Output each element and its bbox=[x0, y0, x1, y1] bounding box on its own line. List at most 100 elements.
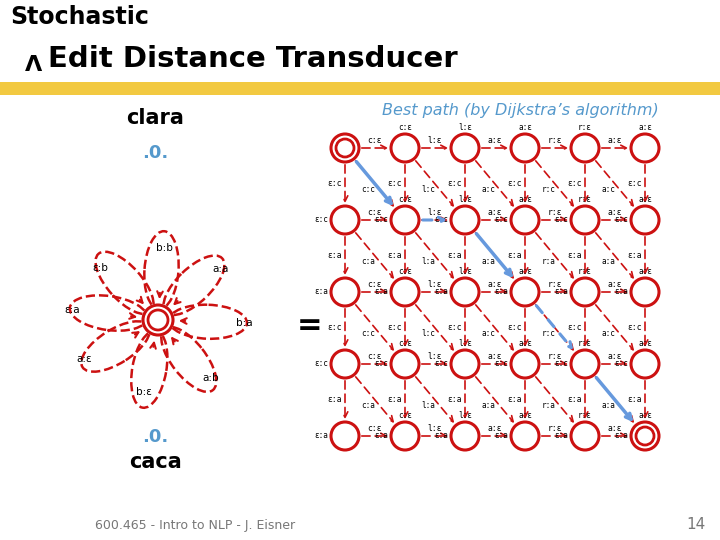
Text: c:c: c:c bbox=[361, 185, 375, 194]
Text: ε:c: ε:c bbox=[508, 179, 522, 188]
Text: c:ε: c:ε bbox=[398, 339, 412, 348]
Circle shape bbox=[331, 350, 359, 378]
Text: ε:c: ε:c bbox=[434, 360, 448, 368]
Text: r:ε: r:ε bbox=[578, 267, 592, 276]
Text: r:ε: r:ε bbox=[548, 208, 562, 217]
Text: a:c: a:c bbox=[601, 329, 615, 338]
Text: Best path (by Dijkstra’s algorithm): Best path (by Dijkstra’s algorithm) bbox=[382, 103, 658, 118]
Text: ε:c: ε:c bbox=[447, 323, 462, 333]
Circle shape bbox=[511, 278, 539, 306]
Circle shape bbox=[391, 350, 419, 378]
Circle shape bbox=[331, 134, 359, 162]
Text: a:ε: a:ε bbox=[518, 411, 532, 420]
Circle shape bbox=[631, 134, 659, 162]
Text: ε:a: ε:a bbox=[314, 287, 328, 296]
Circle shape bbox=[511, 350, 539, 378]
Text: a:ε: a:ε bbox=[487, 208, 503, 217]
Text: c:a: c:a bbox=[361, 257, 375, 266]
Text: ε:a: ε:a bbox=[434, 431, 448, 441]
Text: ε:a: ε:a bbox=[374, 287, 388, 296]
Text: a:b: a:b bbox=[202, 374, 219, 383]
Text: a:ε: a:ε bbox=[638, 411, 652, 420]
Text: a:ε: a:ε bbox=[518, 339, 532, 348]
Text: c:ε: c:ε bbox=[368, 352, 382, 361]
Circle shape bbox=[331, 422, 359, 450]
Text: c:ε: c:ε bbox=[398, 411, 412, 420]
Text: a:a: a:a bbox=[212, 265, 228, 274]
Text: ε:c: ε:c bbox=[314, 215, 328, 225]
Text: ε:b: ε:b bbox=[92, 263, 108, 273]
Text: r:c: r:c bbox=[541, 185, 555, 194]
Text: ε:a: ε:a bbox=[627, 395, 642, 404]
Text: c:ε: c:ε bbox=[398, 123, 412, 132]
Text: Λ: Λ bbox=[25, 55, 42, 75]
Circle shape bbox=[391, 278, 419, 306]
Circle shape bbox=[631, 278, 659, 306]
Text: a:a: a:a bbox=[601, 401, 615, 410]
Circle shape bbox=[143, 305, 173, 335]
Text: a:ε: a:ε bbox=[608, 136, 622, 145]
Circle shape bbox=[571, 134, 599, 162]
Text: c:a: c:a bbox=[361, 401, 375, 410]
Text: a:ε: a:ε bbox=[608, 280, 622, 289]
Text: ε:a: ε:a bbox=[64, 305, 80, 315]
Text: a:a: a:a bbox=[481, 401, 495, 410]
Circle shape bbox=[571, 206, 599, 234]
Circle shape bbox=[571, 422, 599, 450]
Text: l:ε: l:ε bbox=[428, 280, 442, 289]
Text: c:ε: c:ε bbox=[368, 280, 382, 289]
Circle shape bbox=[631, 422, 659, 450]
Text: .0.: .0. bbox=[142, 428, 168, 446]
Text: a:ε: a:ε bbox=[487, 424, 503, 433]
Text: a:c: a:c bbox=[481, 329, 495, 338]
Text: ε:c: ε:c bbox=[387, 323, 402, 333]
Text: ε:a: ε:a bbox=[567, 252, 582, 260]
Text: ε:a: ε:a bbox=[508, 252, 522, 260]
Circle shape bbox=[631, 206, 659, 234]
Text: c:ε: c:ε bbox=[398, 267, 412, 276]
Text: r:ε: r:ε bbox=[578, 339, 592, 348]
Text: a:ε: a:ε bbox=[77, 354, 92, 363]
Text: .0.: .0. bbox=[142, 144, 168, 162]
Text: a:ε: a:ε bbox=[487, 280, 503, 289]
Circle shape bbox=[451, 134, 479, 162]
Text: Edit Distance Transducer: Edit Distance Transducer bbox=[48, 45, 458, 73]
Text: l:ε: l:ε bbox=[428, 424, 442, 433]
Circle shape bbox=[391, 134, 419, 162]
Text: ε:c: ε:c bbox=[314, 360, 328, 368]
Text: ε:a: ε:a bbox=[387, 395, 402, 404]
Circle shape bbox=[451, 422, 479, 450]
Text: caca: caca bbox=[129, 452, 181, 472]
Text: ε:c: ε:c bbox=[567, 323, 582, 333]
Text: ε:c: ε:c bbox=[387, 179, 402, 188]
Text: r:ε: r:ε bbox=[578, 411, 592, 420]
Text: a:ε: a:ε bbox=[518, 195, 532, 204]
Text: c:ε: c:ε bbox=[368, 136, 382, 145]
Text: ε:c: ε:c bbox=[554, 360, 568, 368]
Circle shape bbox=[451, 350, 479, 378]
Circle shape bbox=[451, 278, 479, 306]
Text: ε:a: ε:a bbox=[614, 431, 628, 441]
Circle shape bbox=[631, 350, 659, 378]
Text: ε:a: ε:a bbox=[328, 395, 342, 404]
Text: c:ε: c:ε bbox=[398, 195, 412, 204]
Text: l:ε: l:ε bbox=[458, 195, 472, 204]
Text: ε:c: ε:c bbox=[567, 179, 582, 188]
Text: ε:a: ε:a bbox=[314, 431, 328, 441]
Text: a:ε: a:ε bbox=[487, 136, 503, 145]
Text: ε:a: ε:a bbox=[554, 431, 568, 441]
Text: a:ε: a:ε bbox=[487, 352, 503, 361]
Text: b:a: b:a bbox=[235, 318, 253, 328]
Text: ε:a: ε:a bbox=[328, 252, 342, 260]
Circle shape bbox=[391, 422, 419, 450]
Text: ε:c: ε:c bbox=[554, 215, 568, 225]
Text: clara: clara bbox=[126, 108, 184, 128]
Text: Stochastic: Stochastic bbox=[10, 5, 149, 29]
Text: l:ε: l:ε bbox=[458, 411, 472, 420]
Circle shape bbox=[451, 206, 479, 234]
Text: 14: 14 bbox=[687, 517, 706, 532]
Text: ε:c: ε:c bbox=[627, 323, 642, 333]
Text: a:ε: a:ε bbox=[638, 123, 652, 132]
Text: r:a: r:a bbox=[541, 401, 555, 410]
Text: l:ε: l:ε bbox=[428, 136, 442, 145]
